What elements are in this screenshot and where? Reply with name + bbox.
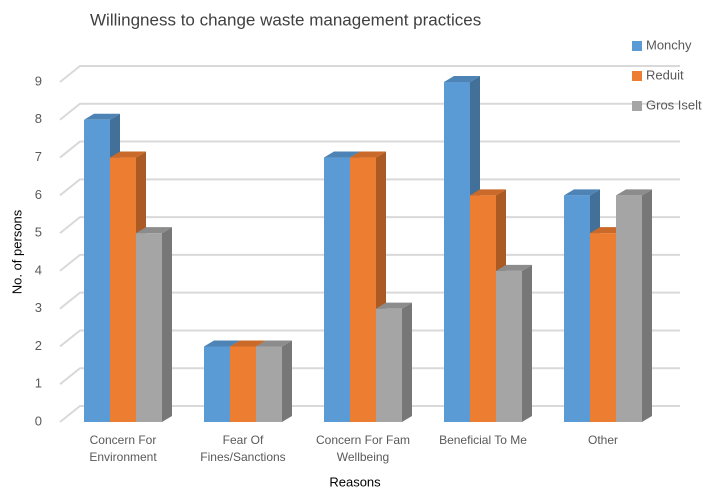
y-tick-label: 1 bbox=[35, 376, 42, 391]
bar bbox=[84, 119, 110, 423]
bar-top bbox=[376, 302, 412, 309]
grid-line bbox=[59, 102, 680, 121]
bar bbox=[324, 157, 350, 423]
y-tick-label: 3 bbox=[35, 300, 42, 315]
bar bbox=[564, 195, 590, 422]
legend-swatch bbox=[632, 101, 642, 111]
bar-top bbox=[470, 189, 506, 196]
chart-title: Willingness to change waste management p… bbox=[90, 10, 481, 29]
x-tick-label: Beneficial To Me bbox=[439, 433, 527, 447]
x-tick-label: Other bbox=[587, 433, 618, 447]
bar bbox=[230, 346, 256, 422]
bar bbox=[350, 157, 376, 423]
legend-swatch bbox=[632, 71, 642, 81]
legend-swatch bbox=[632, 41, 642, 51]
bar-top bbox=[616, 189, 652, 196]
y-tick-label: 5 bbox=[35, 225, 42, 240]
y-tick-label: 8 bbox=[35, 111, 42, 126]
bar bbox=[496, 270, 522, 422]
bar bbox=[616, 195, 642, 422]
bar-side bbox=[522, 264, 532, 422]
y-axis-label: No. of persons bbox=[9, 209, 24, 294]
bar-side bbox=[402, 302, 412, 422]
y-tick-label: 0 bbox=[35, 413, 42, 428]
x-tick-label: Concern For Fam Wellbeing bbox=[315, 433, 411, 464]
y-tick-label: 2 bbox=[35, 338, 42, 353]
bar-top bbox=[564, 189, 600, 196]
bar bbox=[470, 195, 496, 422]
bar-side bbox=[162, 227, 172, 422]
bar bbox=[136, 233, 162, 422]
y-tick-label: 7 bbox=[35, 149, 42, 164]
bar-side bbox=[282, 340, 292, 422]
bar-top bbox=[256, 340, 292, 347]
x-axis-label: Reasons bbox=[329, 474, 381, 489]
bar-top bbox=[110, 151, 146, 158]
bar-side bbox=[642, 189, 652, 422]
x-tick-label: Fear Of Fines/Sanctions bbox=[200, 433, 286, 464]
bar-top bbox=[350, 151, 386, 158]
grid-line bbox=[59, 65, 680, 83]
bar bbox=[376, 308, 402, 422]
x-tick-label: Concern For Environment bbox=[89, 433, 157, 464]
bar bbox=[204, 346, 230, 422]
bar-top bbox=[136, 227, 172, 234]
bar bbox=[110, 157, 136, 423]
legend-label: Reduit bbox=[646, 67, 684, 82]
y-tick-label: 9 bbox=[35, 73, 42, 88]
y-tick-label: 4 bbox=[35, 262, 42, 277]
bar-top bbox=[204, 340, 240, 347]
bar bbox=[590, 233, 616, 422]
y-tick-label: 6 bbox=[35, 187, 42, 202]
bar-top bbox=[444, 76, 480, 82]
bar bbox=[444, 82, 470, 422]
bar bbox=[256, 346, 282, 422]
bar-top bbox=[324, 151, 360, 158]
legend-label: Gros Iselt bbox=[646, 97, 702, 112]
bar-top bbox=[230, 340, 266, 347]
legend-label: Monchy bbox=[646, 37, 692, 52]
bar-top bbox=[496, 264, 532, 271]
bar-top bbox=[84, 113, 120, 120]
